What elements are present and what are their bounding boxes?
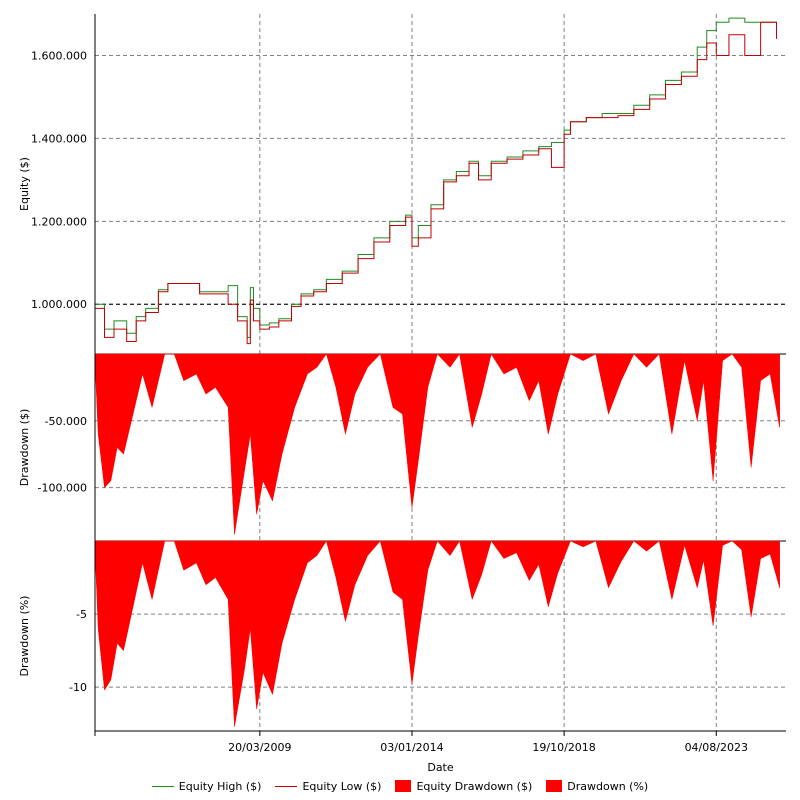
- legend-item-drawdown-pct[interactable]: Drawdown (%): [546, 780, 648, 793]
- drawdown-area: [94, 540, 780, 727]
- y-axis-label: Equity ($): [18, 157, 31, 211]
- y-tick-label: 1.600.000: [31, 49, 87, 62]
- x-tick-label: 03/01/2014: [380, 741, 443, 754]
- legend-label: Equity High ($): [178, 779, 262, 793]
- y-tick-label: -50.000: [45, 415, 87, 428]
- drawdown-dollar-panel: -50.000 -100.000 Drawdown ($): [18, 353, 786, 542]
- legend-item-equity-high[interactable]: Equity High ($): [151, 779, 262, 793]
- y-tick-label: -10: [69, 681, 87, 694]
- series-line-equity-high: [95, 17, 777, 338]
- drawdown-area: [94, 353, 780, 535]
- y-tick-label: -5: [76, 608, 87, 621]
- y-tick-label: 1.000.000: [31, 298, 87, 311]
- x-tick-label: 20/03/2009: [228, 741, 291, 754]
- legend-label: Drawdown (%): [567, 779, 649, 793]
- series-line-equity-low: [95, 21, 777, 345]
- legend-swatch-red-line: [275, 785, 298, 787]
- legend-item-equity-drawdown[interactable]: Equity Drawdown ($): [395, 780, 532, 793]
- equity-panel: 1.000.000 1.200.000 1.400.000 1.600.000 Equi…: [18, 14, 786, 355]
- y-tick-label: -100.000: [38, 482, 87, 495]
- legend-swatch-green-line: [151, 785, 174, 787]
- x-tick-label: 04/08/2023: [685, 741, 748, 754]
- legend-swatch-red-box: [546, 780, 563, 792]
- drawdown-percent-panel: -5 -10 Drawdown (%): [18, 540, 786, 732]
- legend-item-equity-low[interactable]: Equity Low ($): [275, 780, 381, 793]
- x-tick-label: 19/10/2018: [532, 741, 595, 754]
- x-axis-label: Date: [427, 761, 454, 774]
- y-tick-label: 1.400.000: [31, 132, 87, 145]
- y-axis-label: Drawdown (%): [18, 596, 31, 677]
- y-tick-label: 1.200.000: [31, 215, 87, 228]
- x-axis: 20/03/2009 03/01/2014 19/10/2018 04/08/2023…: [94, 731, 748, 774]
- legend-label: Equity Low ($): [302, 779, 382, 793]
- legend: Equity High ($) Equity Low ($) Equity Dr…: [0, 777, 800, 795]
- legend-swatch-red-box: [395, 780, 412, 792]
- y-axis-label: Drawdown ($): [18, 409, 31, 487]
- legend-label: Equity Drawdown ($): [416, 779, 533, 793]
